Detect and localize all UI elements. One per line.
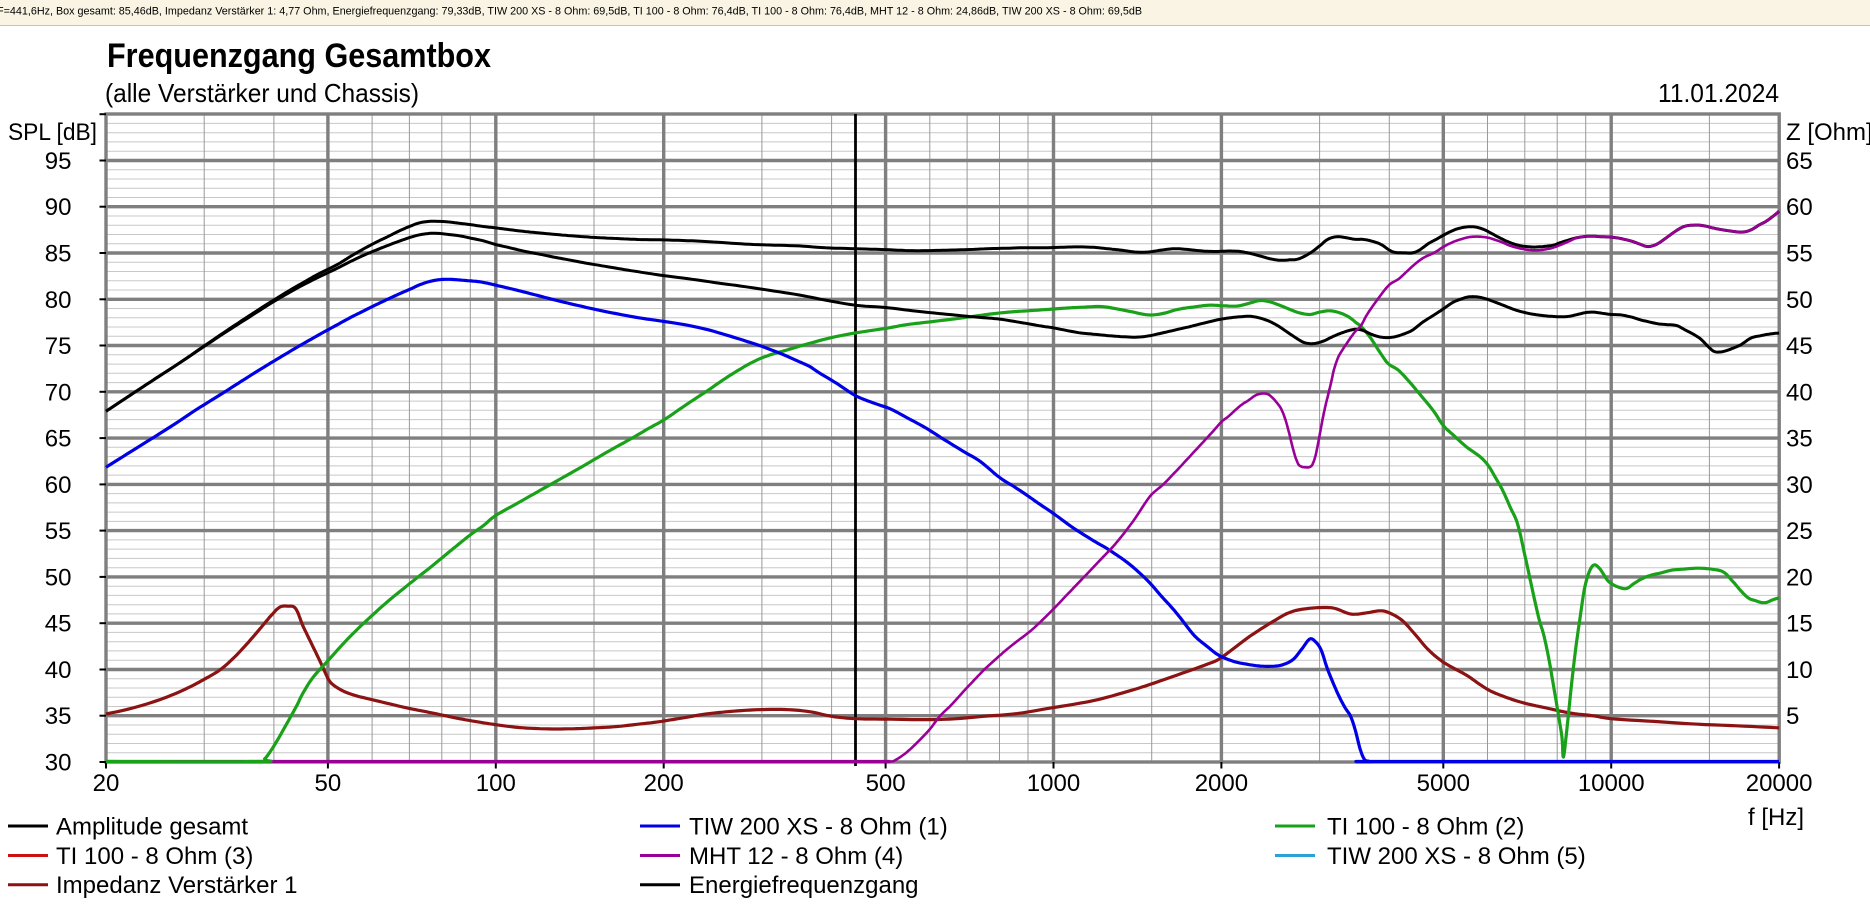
svg-text:90: 90 bbox=[45, 194, 72, 221]
svg-text:MHT 12 - 8 Ohm (4): MHT 12 - 8 Ohm (4) bbox=[689, 843, 903, 870]
svg-text:500: 500 bbox=[866, 770, 906, 797]
svg-text:(alle Verstärker und Chassis): (alle Verstärker und Chassis) bbox=[105, 78, 419, 108]
svg-text:f [Hz]: f [Hz] bbox=[1748, 804, 1804, 831]
svg-text:45: 45 bbox=[1786, 333, 1813, 360]
svg-text:F=441,6Hz, Box gesamt: 85,46dB: F=441,6Hz, Box gesamt: 85,46dB, Impedanz… bbox=[0, 6, 1142, 18]
svg-text:TIW 200 XS - 8 Ohm (5): TIW 200 XS - 8 Ohm (5) bbox=[1327, 843, 1586, 870]
svg-text:5: 5 bbox=[1786, 703, 1799, 730]
svg-text:Z [Ohm]: Z [Ohm] bbox=[1786, 119, 1870, 146]
svg-text:80: 80 bbox=[45, 287, 72, 314]
svg-text:5000: 5000 bbox=[1417, 770, 1470, 797]
svg-text:45: 45 bbox=[45, 611, 72, 638]
svg-text:20: 20 bbox=[1786, 564, 1813, 591]
svg-text:Amplitude gesamt: Amplitude gesamt bbox=[56, 814, 248, 841]
svg-text:10: 10 bbox=[1786, 657, 1813, 684]
svg-text:TI 100 - 8 Ohm (3): TI 100 - 8 Ohm (3) bbox=[56, 843, 253, 870]
svg-text:35: 35 bbox=[45, 703, 72, 730]
svg-text:55: 55 bbox=[45, 518, 72, 545]
svg-text:2000: 2000 bbox=[1195, 770, 1248, 797]
svg-text:10000: 10000 bbox=[1578, 770, 1645, 797]
svg-text:75: 75 bbox=[45, 333, 72, 360]
svg-text:95: 95 bbox=[45, 148, 72, 175]
svg-text:25: 25 bbox=[1786, 518, 1813, 545]
svg-text:50: 50 bbox=[315, 770, 342, 797]
svg-text:35: 35 bbox=[1786, 426, 1813, 453]
svg-text:15: 15 bbox=[1786, 611, 1813, 638]
svg-text:55: 55 bbox=[1786, 241, 1813, 268]
svg-text:30: 30 bbox=[45, 750, 72, 777]
svg-text:SPL [dB]: SPL [dB] bbox=[8, 119, 97, 146]
svg-text:40: 40 bbox=[45, 657, 72, 684]
svg-text:65: 65 bbox=[45, 426, 72, 453]
svg-text:60: 60 bbox=[1786, 194, 1813, 221]
svg-text:1000: 1000 bbox=[1027, 770, 1080, 797]
svg-text:60: 60 bbox=[45, 472, 72, 499]
svg-text:Energiefrequenzgang: Energiefrequenzgang bbox=[689, 872, 919, 899]
svg-text:11.01.2024: 11.01.2024 bbox=[1658, 78, 1779, 108]
svg-text:TIW 200 XS - 8 Ohm (1): TIW 200 XS - 8 Ohm (1) bbox=[689, 814, 948, 841]
svg-text:40: 40 bbox=[1786, 379, 1813, 406]
svg-text:85: 85 bbox=[45, 241, 72, 268]
svg-text:20: 20 bbox=[93, 770, 120, 797]
svg-text:200: 200 bbox=[644, 770, 684, 797]
svg-text:100: 100 bbox=[476, 770, 516, 797]
svg-text:30: 30 bbox=[1786, 472, 1813, 499]
svg-text:Impedanz Verstärker 1: Impedanz Verstärker 1 bbox=[56, 872, 297, 899]
svg-text:Frequenzgang Gesamtbox: Frequenzgang Gesamtbox bbox=[107, 37, 491, 75]
svg-text:20000: 20000 bbox=[1746, 770, 1813, 797]
svg-text:70: 70 bbox=[45, 379, 72, 406]
svg-text:TI 100 - 8 Ohm (2): TI 100 - 8 Ohm (2) bbox=[1327, 814, 1524, 841]
svg-text:50: 50 bbox=[45, 564, 72, 591]
svg-text:65: 65 bbox=[1786, 148, 1813, 175]
svg-text:50: 50 bbox=[1786, 287, 1813, 314]
